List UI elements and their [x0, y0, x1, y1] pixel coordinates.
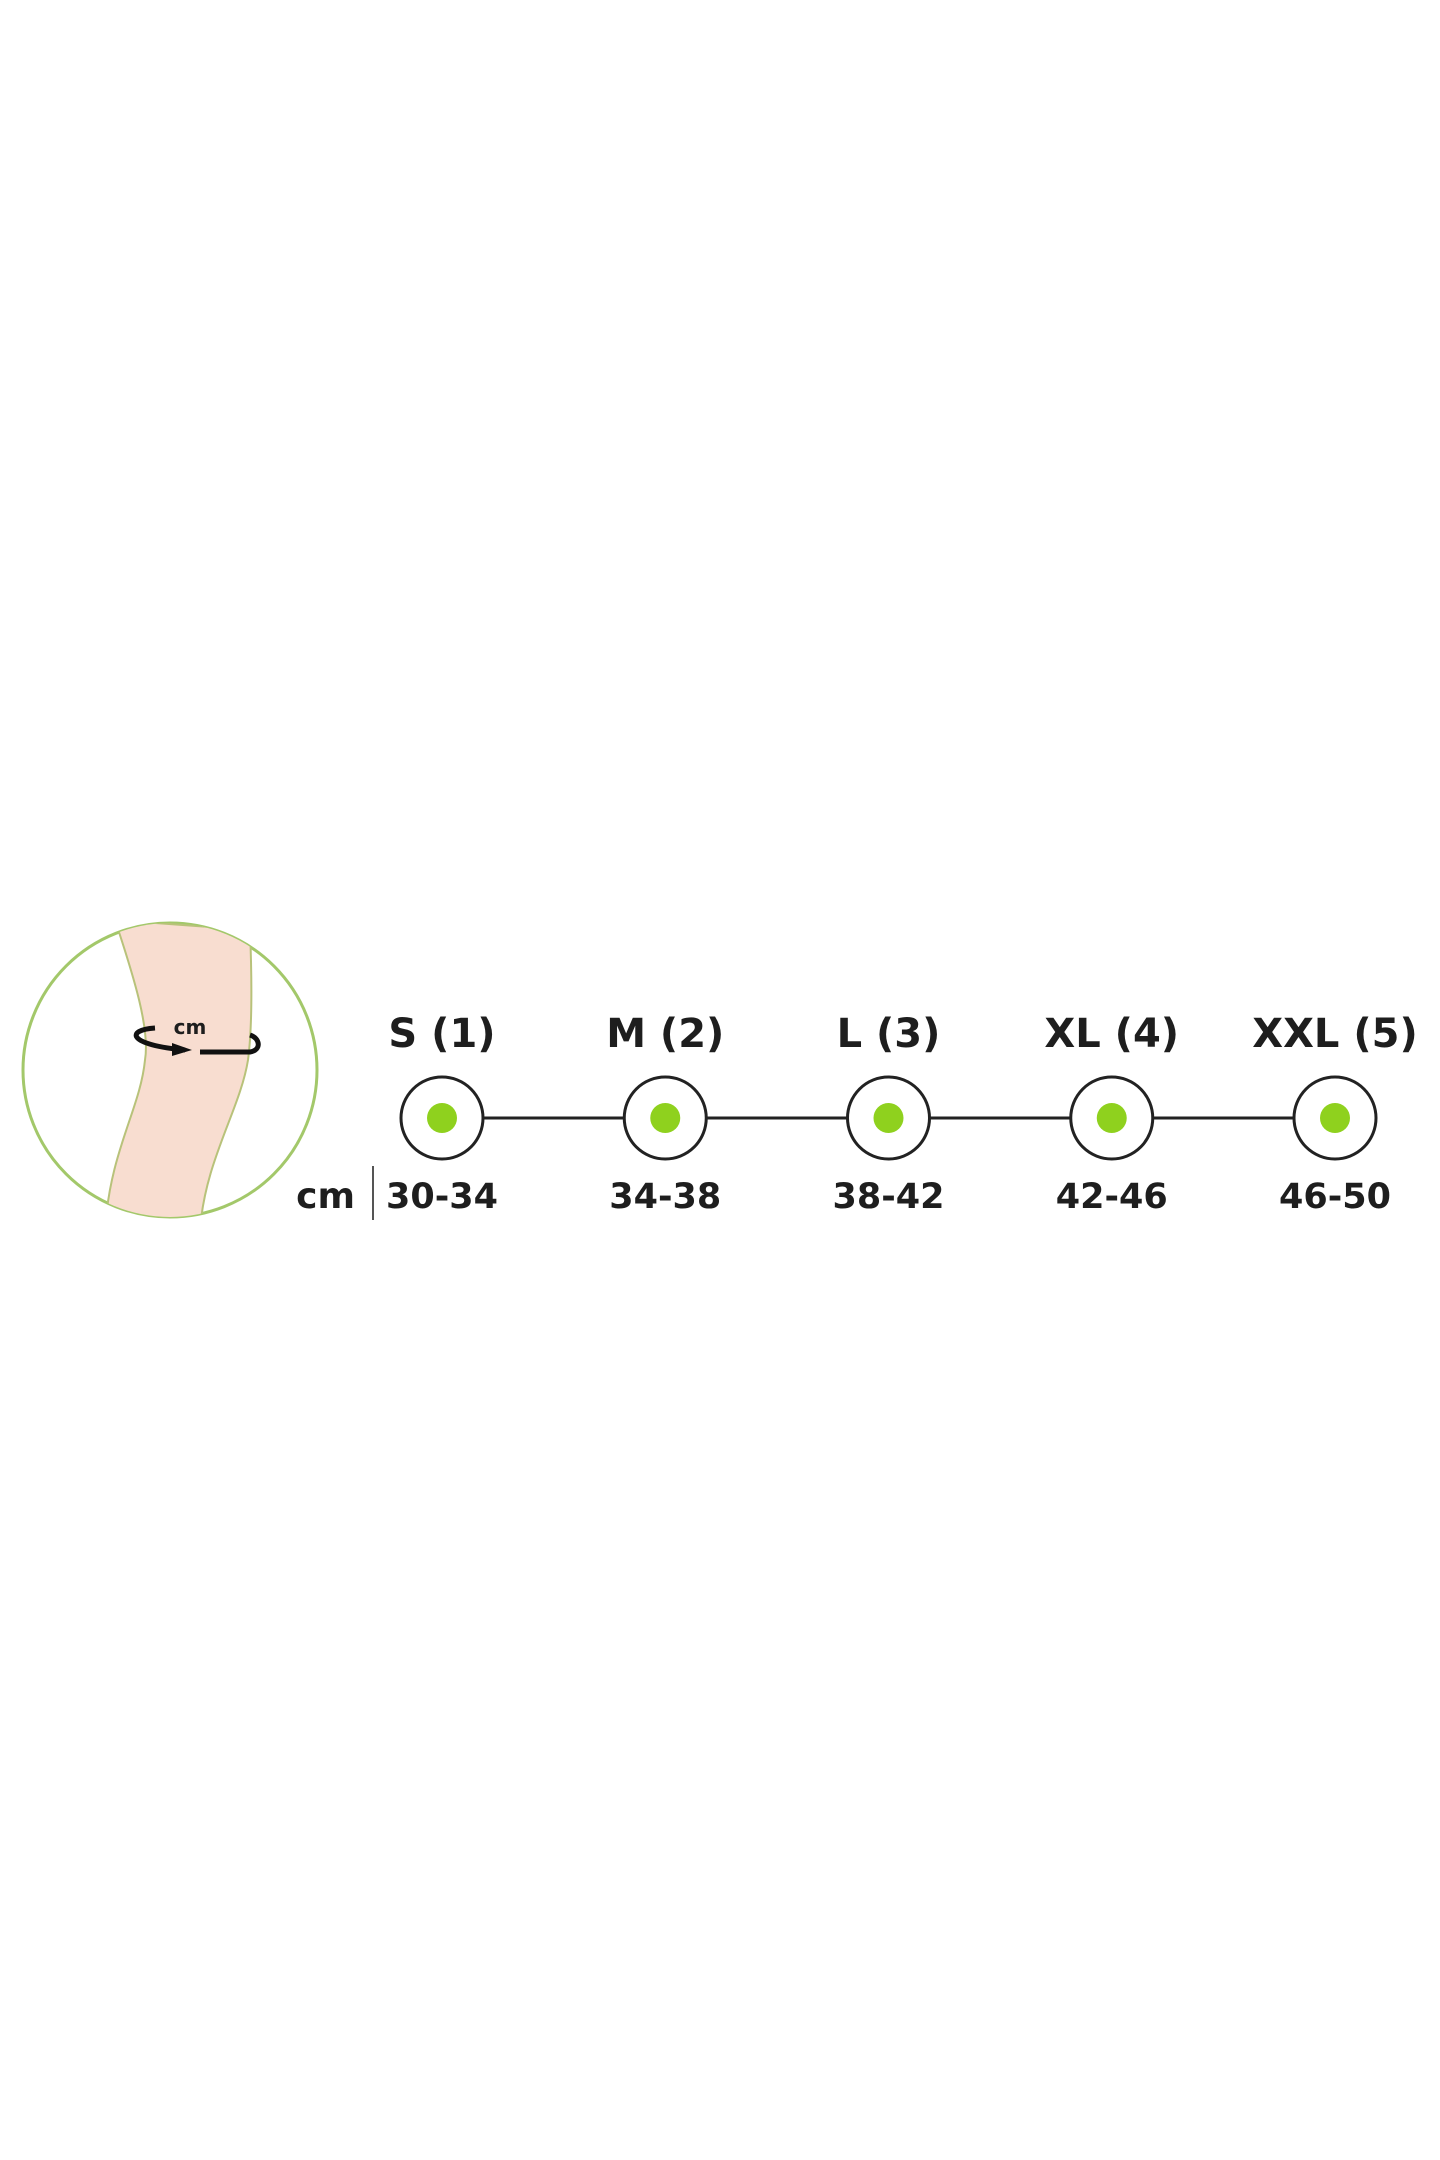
size-marker-3: XL (4) 42-46 — [1044, 1011, 1179, 1217]
size-dot — [1320, 1103, 1350, 1133]
size-label: M (2) — [606, 1011, 724, 1057]
unit-label: cm — [296, 1176, 355, 1217]
size-range: 38-42 — [833, 1177, 945, 1217]
size-range: 46-50 — [1279, 1177, 1391, 1217]
size-dot — [427, 1103, 457, 1133]
size-range: 30-34 — [386, 1177, 498, 1217]
size-label: XL (4) — [1044, 1011, 1179, 1057]
size-dot — [650, 1103, 681, 1133]
size-range: 34-38 — [609, 1177, 721, 1217]
measure-unit-label: cm — [174, 1015, 207, 1039]
size-label: S (1) — [388, 1011, 495, 1057]
size-dot — [873, 1103, 904, 1133]
knee-illustration: cm — [21, 921, 319, 1219]
measure-arrow-icon — [133, 1025, 186, 1053]
size-marker-2: L (3) 38-42 — [833, 1011, 945, 1217]
size-marker-4: XXL (5) 46-50 — [1252, 1011, 1418, 1217]
size-dot — [1096, 1103, 1127, 1133]
size-label: XXL (5) — [1252, 1011, 1418, 1057]
size-label: L (3) — [837, 1011, 941, 1057]
size-marker-0: S (1) 30-34 — [386, 1011, 498, 1217]
size-marker-1: M (2) 34-38 — [606, 1011, 724, 1217]
size-range: 42-46 — [1056, 1177, 1168, 1217]
